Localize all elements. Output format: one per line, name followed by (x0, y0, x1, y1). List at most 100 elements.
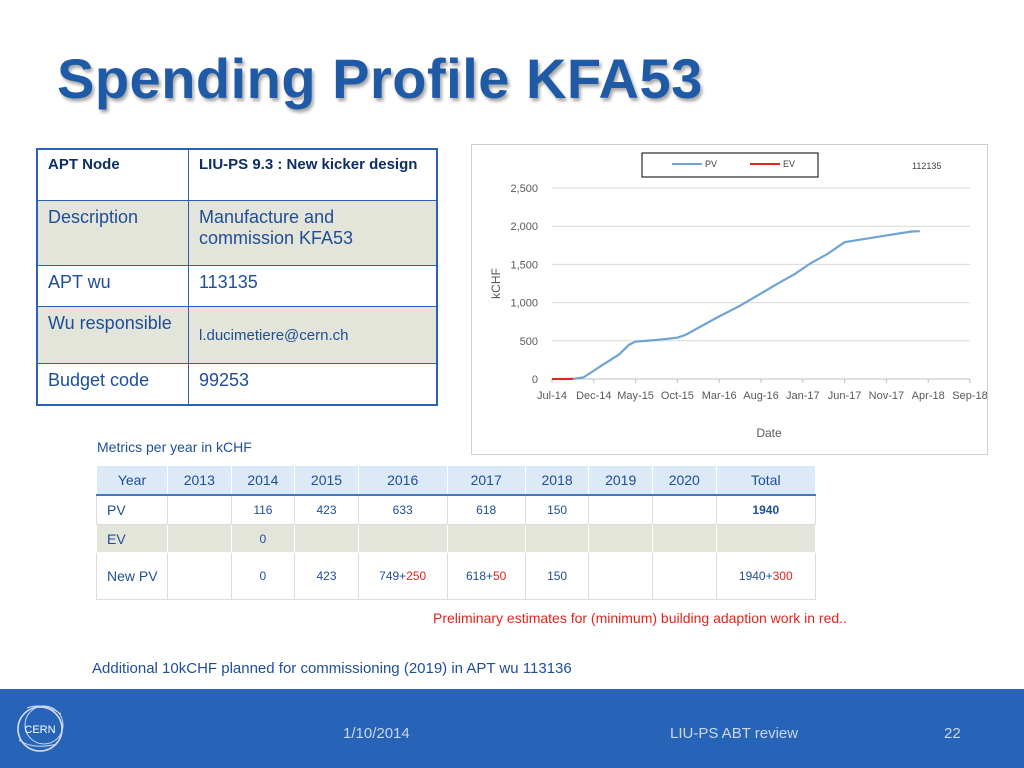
y-tick-label: 1,500 (510, 259, 538, 271)
metrics-cell: 423 (294, 552, 359, 600)
metrics-cell: 618 (446, 494, 526, 525)
preliminary-note: Preliminary estimates for (minimum) buil… (433, 610, 847, 626)
metrics-row-label: EV (96, 524, 168, 553)
x-tick-label: Oct-15 (661, 390, 694, 402)
metrics-cell: 0 (230, 524, 296, 553)
info-header-row: APT Node LIU-PS 9.3 : New kicker design (36, 148, 438, 201)
metrics-caption: Metrics per year in kCHF (97, 439, 252, 455)
info-header-key: APT Node (36, 148, 189, 201)
metrics-total-cell (715, 524, 817, 553)
footer-bar: 1/10/2014 LIU-PS ABT review 22 (0, 689, 1024, 768)
metrics-header-cell: 2017 (446, 465, 526, 496)
info-key: APT wu (36, 265, 189, 307)
metrics-header-cell: 2013 (167, 465, 232, 496)
metrics-cell (651, 552, 717, 600)
metrics-cell (446, 524, 526, 553)
metrics-cell (167, 552, 232, 600)
x-tick-label: Sep-18 (952, 390, 987, 402)
x-tick-label: Mar-16 (702, 390, 737, 402)
slide-title: Spending Profile KFA53 (57, 47, 703, 110)
y-tick-label: 2,000 (510, 221, 538, 233)
info-value: Manufacture and commission KFA53 (188, 200, 438, 266)
metrics-cell (524, 524, 590, 553)
info-key: Wu responsible (36, 306, 189, 364)
info-key: Budget code (36, 363, 189, 406)
additional-note: Additional 10kCHF planned for commission… (92, 660, 572, 677)
metrics-cell (588, 552, 653, 600)
info-row-description: Description Manufacture and commission K… (36, 200, 438, 266)
metrics-header-cell: Year (96, 465, 168, 496)
info-header-value: LIU-PS 9.3 : New kicker design (188, 148, 438, 201)
y-axis-label: kCHF (489, 268, 503, 299)
metrics-row-newpv: New PV 0 423 749+250 618+50 150 1940+300 (96, 552, 817, 600)
x-tick-label: Aug-16 (743, 390, 778, 402)
x-tick-label: Apr-18 (912, 390, 945, 402)
y-tick-label: 2,500 (510, 183, 538, 195)
info-value: 113135 (188, 265, 438, 307)
metrics-header-cell: 2015 (294, 465, 359, 496)
metrics-total-cell: 1940 (715, 494, 817, 525)
y-tick-label: 1,000 (510, 298, 538, 310)
metrics-header-row: Year 2013 2014 2015 2016 2017 2018 2019 … (96, 465, 817, 496)
spending-chart: 0 500 1,000 1,500 2,000 2,500 Jul-14 Dec-14 May-… (471, 144, 988, 455)
metrics-cell: 150 (524, 552, 590, 600)
metrics-cell (357, 524, 448, 553)
x-tick-label: Nov-17 (869, 390, 904, 402)
metrics-row-label: New PV (96, 552, 168, 600)
x-tick-label: Jan-17 (786, 390, 820, 402)
metrics-header-cell: 2018 (524, 465, 590, 496)
metrics-header-cell: 2019 (588, 465, 653, 496)
x-tick-label: Dec-14 (576, 390, 611, 402)
metrics-base-value: 1940+ (738, 569, 773, 583)
legend-label-ev: EV (783, 159, 795, 169)
y-tick-label: 500 (520, 336, 538, 348)
metrics-row-ev: EV 0 (96, 524, 817, 553)
metrics-cell-2017: 618+50 (446, 552, 526, 600)
metrics-added-value: 50 (493, 569, 507, 583)
metrics-cell: 150 (524, 494, 590, 525)
footer-date: 1/10/2014 (343, 725, 410, 742)
legend-box (641, 152, 819, 178)
info-value: 99253 (188, 363, 438, 406)
metrics-cell (167, 494, 232, 525)
x-axis-label: Date (756, 426, 782, 440)
metrics-base-value: 618+ (465, 569, 493, 583)
metrics-cell (588, 494, 653, 525)
metrics-cell-2016: 749+250 (357, 552, 448, 600)
metrics-row-pv: PV 116 423 633 618 150 1940 (96, 494, 817, 525)
info-key: Description (36, 200, 189, 266)
metrics-cell: 633 (357, 494, 448, 525)
info-row-responsible: Wu responsible l.ducimetiere@cern.ch (36, 306, 438, 364)
metrics-added-value: 300 (772, 569, 793, 583)
metrics-cell: 0 (230, 552, 296, 600)
metrics-cell (167, 524, 232, 553)
legend-label-pv: PV (705, 159, 717, 169)
info-value-email[interactable]: l.ducimetiere@cern.ch (188, 306, 438, 364)
x-tick-label: May-15 (617, 390, 654, 402)
metrics-header-cell: 2020 (651, 465, 717, 496)
metrics-cell (651, 494, 717, 525)
footer-event: LIU-PS ABT review (670, 725, 799, 742)
series-line-pv (552, 230, 920, 381)
metrics-cell (651, 524, 717, 553)
chart-annotation: 112135 (912, 161, 941, 171)
metrics-cell: 423 (294, 494, 359, 525)
metrics-header-cell: 2014 (230, 465, 296, 496)
metrics-header-cell: Total (715, 465, 817, 496)
metrics-header-cell: 2016 (357, 465, 448, 496)
metrics-cell (588, 524, 653, 553)
metrics-row-label: PV (96, 494, 168, 525)
metrics-cell: 116 (230, 494, 296, 525)
x-tick-label: Jun-17 (828, 390, 862, 402)
metrics-total-cell: 1940+300 (715, 552, 817, 600)
info-row-apt-wu: APT wu 113135 (36, 265, 438, 307)
footer-page-number: 22 (944, 725, 961, 742)
info-table: APT Node LIU-PS 9.3 : New kicker design … (36, 148, 438, 406)
metrics-cell (294, 524, 359, 553)
metrics-table: Year 2013 2014 2015 2016 2017 2018 2019 … (96, 465, 817, 600)
chart-svg: 0 500 1,000 1,500 2,000 2,500 Jul-14 Dec-14 May-… (489, 152, 988, 440)
cern-logo: CERN (17, 705, 64, 752)
y-tick-label: 0 (532, 374, 538, 386)
metrics-added-value: 250 (406, 569, 427, 583)
info-row-budget: Budget code 99253 (36, 363, 438, 406)
